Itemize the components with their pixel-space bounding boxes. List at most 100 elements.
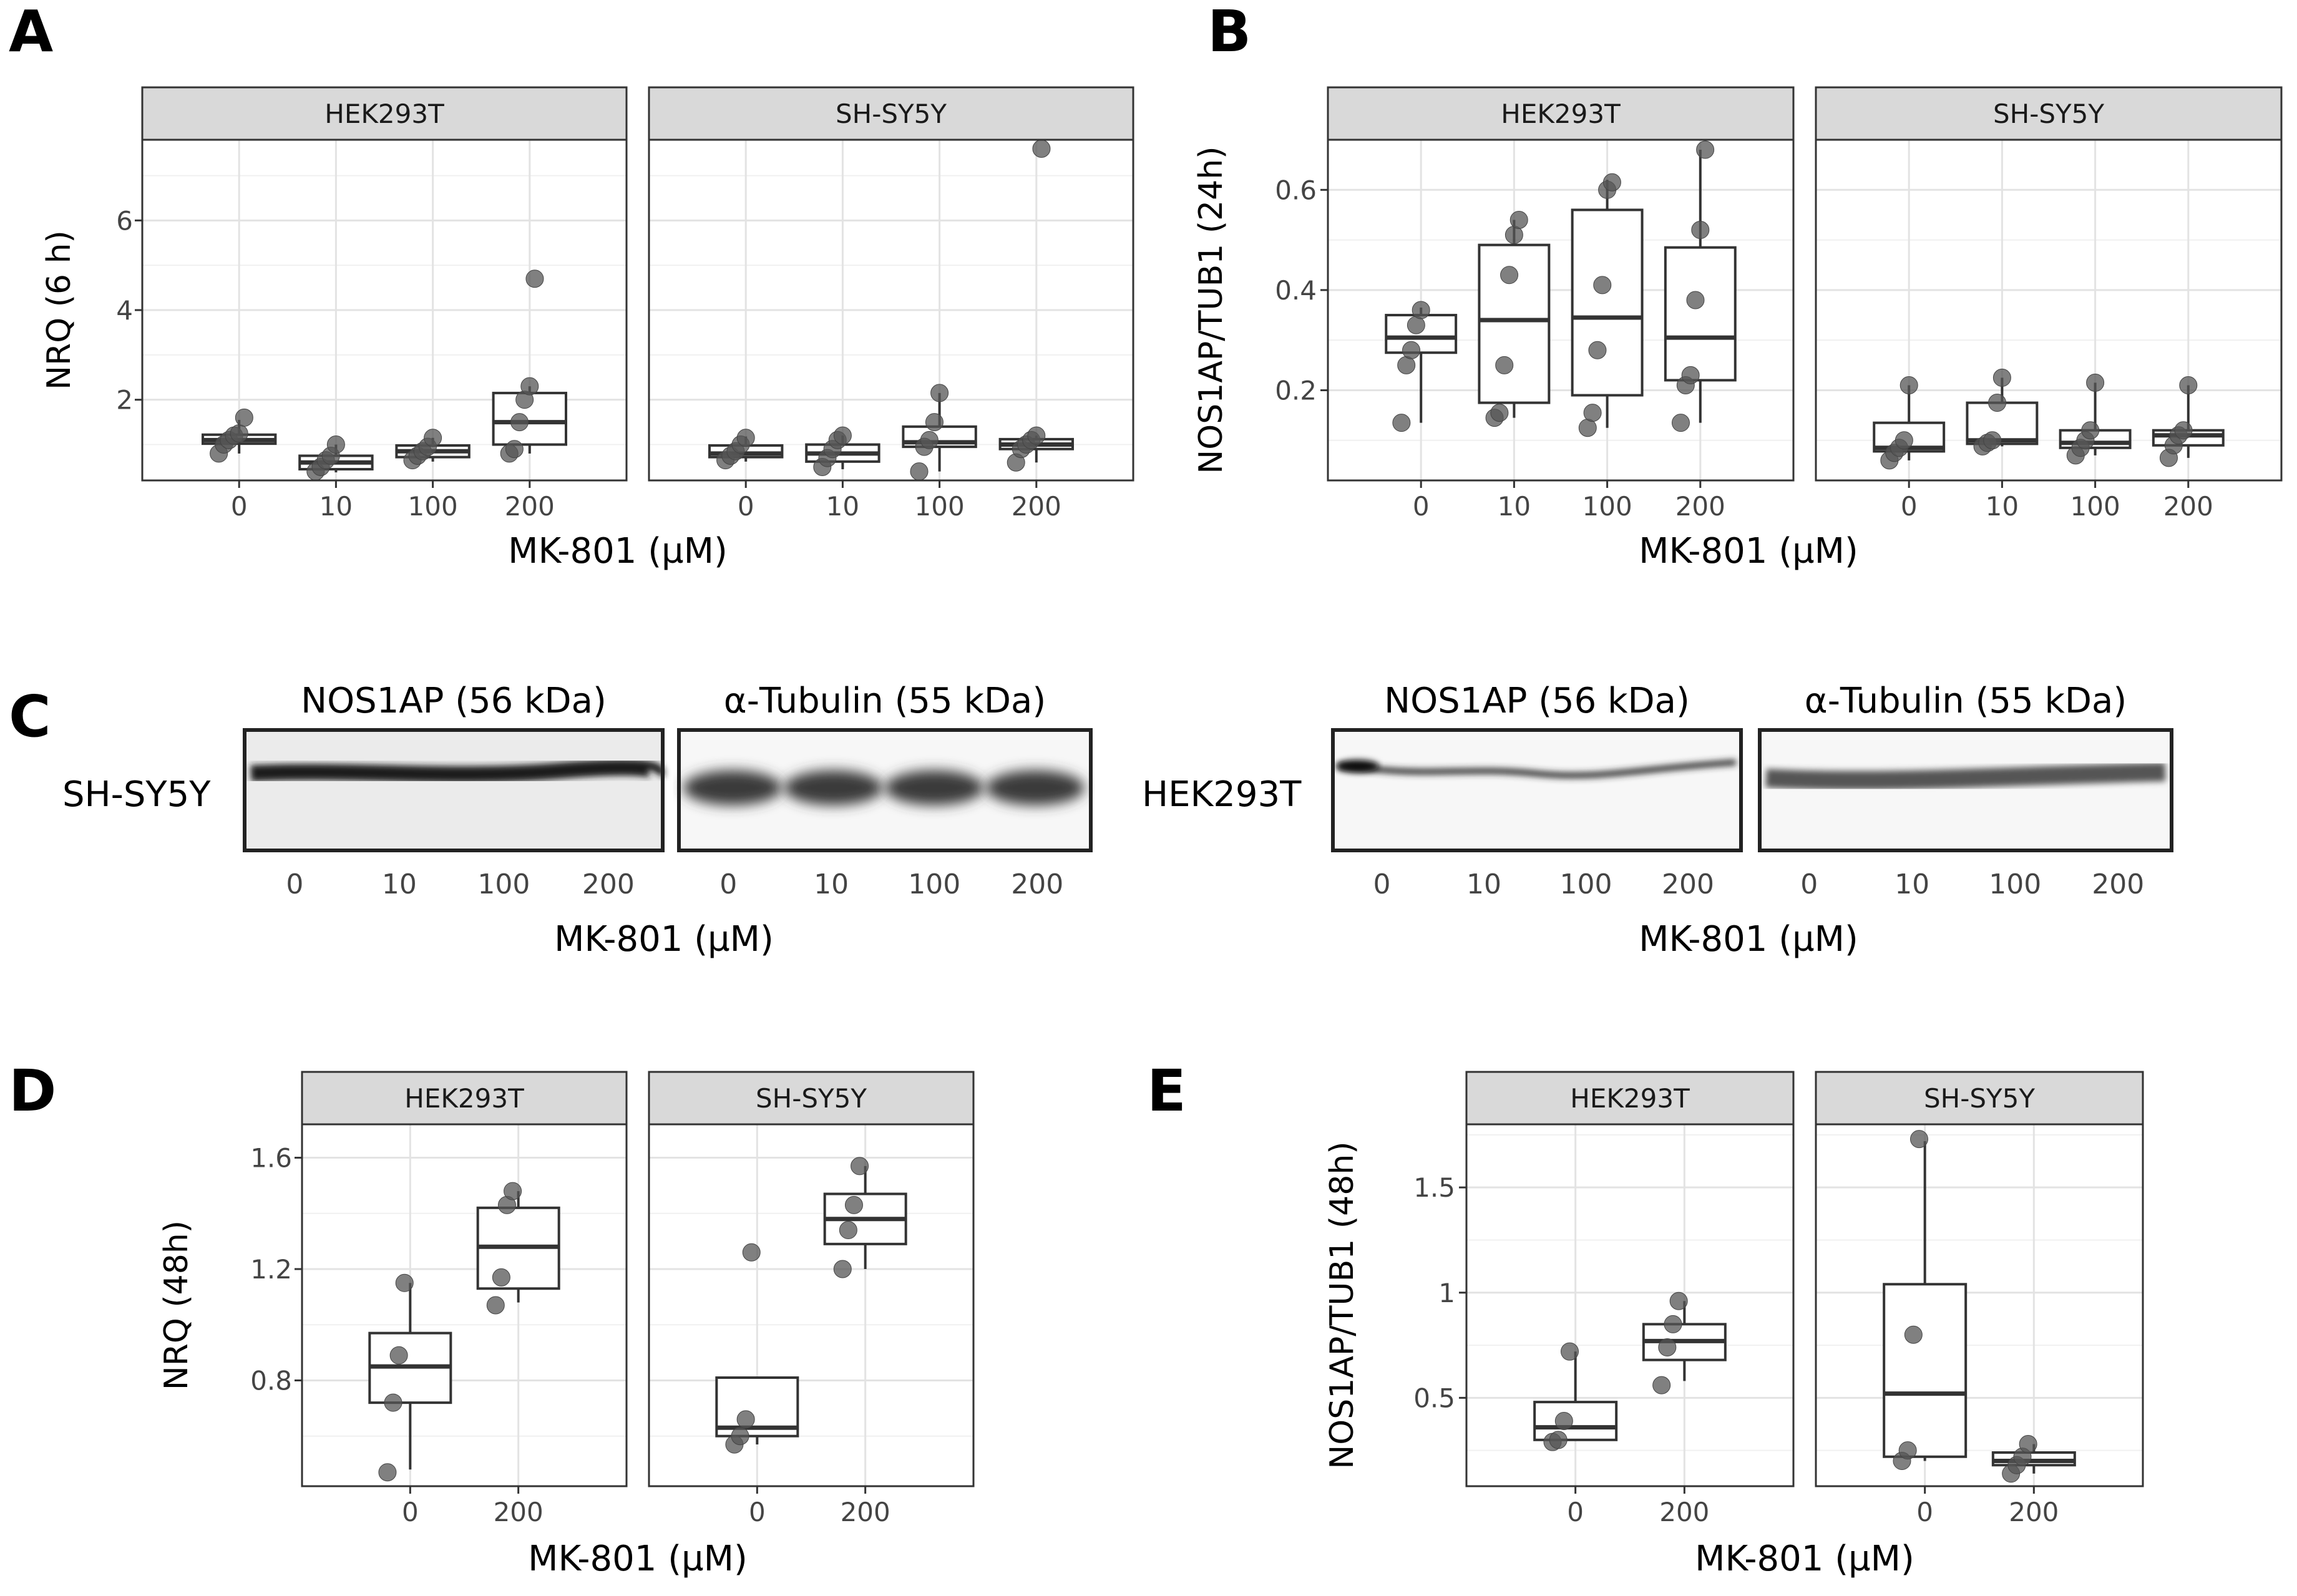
data-point [1686, 291, 1705, 309]
lane-label: 200 [1011, 869, 1063, 900]
y-tick-label: 0.5 [1413, 1383, 1455, 1413]
x-tick-label: 0 [231, 491, 248, 522]
facet-strip [1815, 1071, 2144, 1126]
blot-membrane [245, 730, 663, 850]
panel-border [1815, 1123, 2144, 1487]
data-point [1671, 414, 1690, 432]
data-point [1593, 276, 1612, 294]
box-group-10 [1478, 210, 1551, 427]
panel-a: A HEK293T 0 10 100 200 SH-SY5Y 0 10 100 200 2 4 6 NRQ … [9, 0, 1134, 572]
data-point [424, 429, 442, 447]
x-tick-label: 200 [841, 1497, 890, 1527]
panel-letter-d: D [9, 1058, 56, 1124]
x-axis-label: MK-801 (µM) [554, 919, 774, 960]
data-point [1658, 1338, 1677, 1356]
data-point [504, 1182, 522, 1200]
y-axis-label: NOS1AP/TUB1 (48h) [1324, 1141, 1361, 1469]
data-point [1495, 356, 1514, 374]
box-group-0 [708, 429, 784, 470]
x-tick-label: 0 [1413, 491, 1430, 522]
box [1883, 1283, 1968, 1458]
lane-label: 10 [814, 869, 849, 900]
data-point [910, 462, 929, 481]
x-tick-label: 0 [402, 1497, 419, 1527]
data-point [1895, 431, 1913, 450]
blot-image-left: NOS1AP (56 kDa) 0 10 100 200 [243, 681, 665, 900]
blot-title: α-Tubulin (55 kDa) [1805, 681, 2127, 721]
data-point [395, 1273, 414, 1292]
facet-d-sh-sy5y: SH-SY5Y 0 200 [648, 1071, 975, 1527]
y-tick-label: 4 [116, 295, 133, 326]
data-point [1898, 1441, 1917, 1460]
facet-a-hek293t: HEK293T 0 10 100 200 [141, 86, 628, 522]
x-tick-label: 200 [2163, 491, 2213, 522]
x-axis-label: MK-801 (µM) [1639, 531, 1858, 572]
box-group-0 [202, 408, 277, 463]
box-group-0 [1883, 1130, 1968, 1471]
data-point [2179, 376, 2198, 394]
facet-b-hek293t: HEK293T 0 10 100 200 [1327, 86, 1795, 522]
panel-letter-a: A [9, 0, 53, 65]
facet-title: SH-SY5Y [1993, 99, 2104, 129]
panel-border [1465, 1123, 1795, 1487]
x-tick-label: 0 [1901, 491, 1918, 522]
lane-label: 200 [1662, 869, 1714, 900]
data-point [833, 426, 852, 445]
x-tick-label: 200 [2009, 1497, 2059, 1527]
lane-label: 100 [1559, 869, 1612, 900]
facet-title: HEK293T [1570, 1083, 1690, 1114]
plot-area [302, 1124, 627, 1486]
data-point [736, 429, 755, 447]
box-group-10 [298, 435, 374, 481]
blot-band [250, 759, 665, 783]
box-group-200 [998, 139, 1074, 472]
plot-area [649, 1124, 973, 1486]
blot-row-label: HEK293T [1142, 774, 1302, 815]
lane-label: 100 [908, 869, 960, 900]
blot-band-edge [1337, 759, 1379, 772]
data-point [1696, 140, 1715, 159]
panel-border [648, 139, 1134, 482]
blot-title: α-Tubulin (55 kDa) [724, 681, 1046, 721]
panel-e: E HEK293T 0 200 SH-SY5Y 0 200 0.5 1 1.5 NOS1AP/TUB… [1147, 1058, 2144, 1579]
facet-title: SH-SY5Y [836, 99, 947, 129]
box-group-0 [1385, 301, 1458, 432]
x-axis-label: MK-801 (µM) [528, 1539, 748, 1579]
blot-band [1765, 762, 2166, 790]
box-group-0 [715, 1243, 799, 1454]
y-tick-label: 0.8 [250, 1365, 292, 1396]
facet-strip [1327, 86, 1795, 141]
data-point [1652, 1376, 1671, 1394]
blot-band [985, 770, 1085, 805]
y-axis-label: NRQ (6 h) [41, 230, 78, 390]
box-group-200 [1642, 1292, 1727, 1394]
box-group-0 [368, 1273, 452, 1482]
x-tick-label: 0 [749, 1497, 766, 1527]
data-point [510, 413, 529, 432]
blot-band [1337, 759, 1737, 779]
lane-label: 200 [582, 869, 635, 900]
data-point [492, 1268, 510, 1287]
lane-label: 10 [1466, 869, 1501, 900]
plot-area [1466, 1124, 1793, 1486]
blot-image-right: α-Tubulin (55 kDa) 0 10 100 200 [677, 681, 1093, 900]
data-point [1900, 376, 1918, 394]
lane-label: 0 [1373, 869, 1390, 900]
blot-band [784, 770, 883, 805]
blot-title: NOS1AP (56 kDa) [301, 681, 607, 721]
x-tick-label: 100 [408, 491, 458, 522]
lane-label: 0 [286, 869, 303, 900]
x-tick-label: 0 [1916, 1497, 1933, 1527]
box-group-10 [1966, 368, 2039, 455]
facet-title: SH-SY5Y [756, 1083, 867, 1114]
data-point [1554, 1411, 1573, 1430]
box-group-100 [902, 384, 977, 481]
x-tick-label: 10 [826, 491, 859, 522]
box-group-200 [1991, 1435, 2076, 1483]
data-point [844, 1195, 863, 1214]
data-point [1988, 394, 2007, 412]
lane-label: 0 [719, 869, 737, 900]
box-group-200 [476, 1182, 560, 1315]
